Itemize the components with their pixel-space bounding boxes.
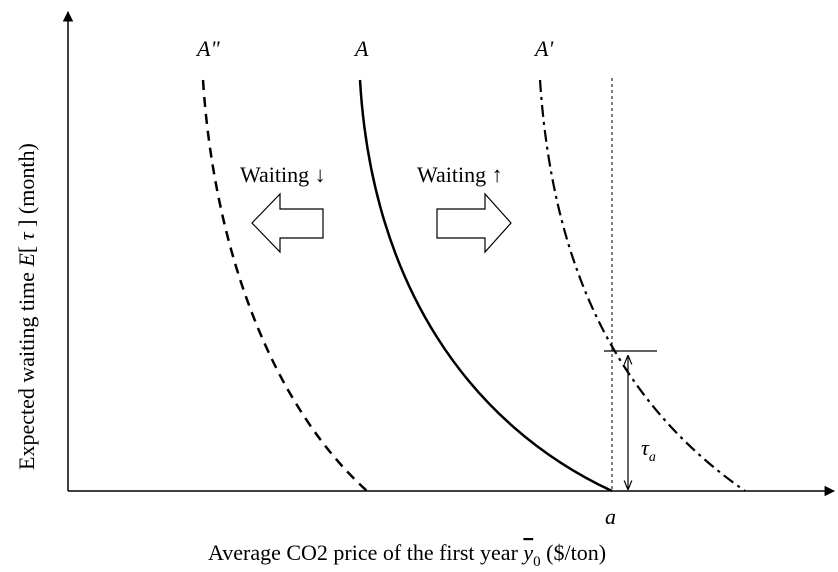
tau: τ: [641, 435, 650, 460]
curve-label: A': [533, 36, 553, 61]
x-label-text: Average CO2 price of the first year: [208, 540, 523, 565]
waiting-up: Waiting ↑: [417, 162, 503, 187]
waiting-down: Waiting ↓: [240, 162, 326, 187]
curve-a-double-prime: [201, 79, 368, 492]
x-axis-label: Average CO2 price of the first year y0 (…: [208, 540, 606, 570]
curve-a: [358, 79, 613, 493]
y-label-text: ] (month): [14, 143, 39, 232]
x-label-sub: 0: [533, 554, 541, 570]
x-label-y: y: [521, 540, 533, 565]
x-label-text: ($/ton): [541, 540, 606, 565]
y-label-text: [: [14, 240, 39, 253]
tau-sub: a: [649, 450, 656, 465]
tau-label: τa: [641, 435, 656, 465]
arrow-left: [251, 192, 324, 254]
y-label-tau: τ: [14, 231, 39, 240]
y-axis-label: Expected waiting time E[ τ ] (month): [14, 143, 39, 470]
curve-label: A: [353, 36, 369, 61]
point-a: a: [605, 504, 616, 529]
arrow-right: [436, 192, 512, 254]
y-label-e: E: [14, 253, 39, 268]
curve-a-prime: [538, 79, 746, 492]
y-label-text: Expected waiting time: [14, 267, 39, 470]
curve-label: A": [195, 36, 220, 61]
